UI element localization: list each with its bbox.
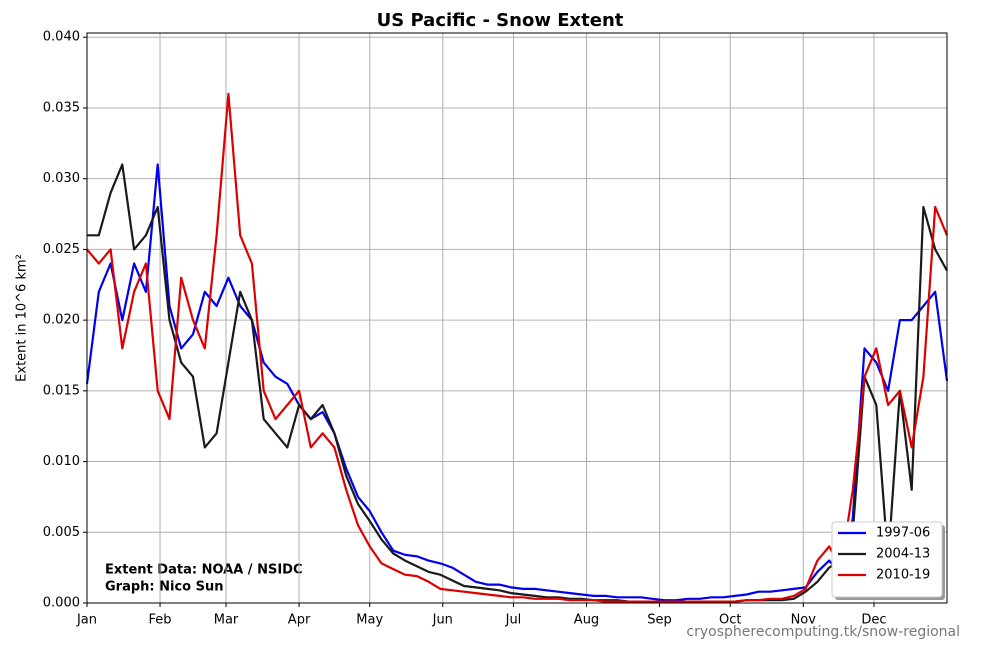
x-tick-label: Jan [76, 613, 97, 628]
y-tick-label: 0.015 [43, 383, 80, 398]
x-tick-label: Oct [719, 613, 741, 628]
y-tick-label: 0.035 [43, 100, 80, 115]
x-tick-label: May [356, 613, 383, 628]
legend-label: 1997-06 [876, 526, 930, 541]
x-tick-label: Jul [505, 613, 522, 628]
y-tick-label: 0.030 [43, 171, 80, 186]
chart-title: US Pacific - Snow Extent [377, 10, 624, 31]
x-tick-label: Jun [432, 613, 453, 628]
plot-frame [86, 32, 948, 604]
y-tick-label: 0.025 [43, 242, 80, 257]
data-line [85, 163, 949, 602]
data-line [87, 163, 948, 603]
y-tick-label: 0.010 [43, 454, 80, 469]
x-tick-label: Sep [647, 613, 672, 628]
x-tick-label: Apr [288, 613, 311, 628]
annotation: Extent Data: NOAA / NSIDC [105, 563, 302, 578]
legend-label: 2010-19 [876, 568, 930, 583]
x-tick-label: Mar [214, 613, 239, 628]
y-tick-label: 0.005 [43, 525, 80, 540]
y-axis-label: Extent in 10^6 km² [15, 254, 30, 382]
footer: cryospherecomputing.tk/snow-regional [686, 624, 960, 640]
x-tick-label: Aug [574, 613, 599, 628]
annotation: Graph: Nico Sun [105, 580, 224, 595]
x-tick-label: Feb [149, 613, 172, 628]
x-tick-label: Dec [861, 613, 886, 628]
y-tick-label: 0.020 [43, 313, 80, 328]
data-line [86, 92, 949, 603]
legend-box [831, 521, 943, 598]
legend-label: 2004-13 [876, 547, 930, 562]
y-tick-label: 0.040 [43, 30, 80, 45]
x-tick-label: Nov [791, 613, 817, 628]
y-tick-label: 0.000 [43, 596, 80, 611]
